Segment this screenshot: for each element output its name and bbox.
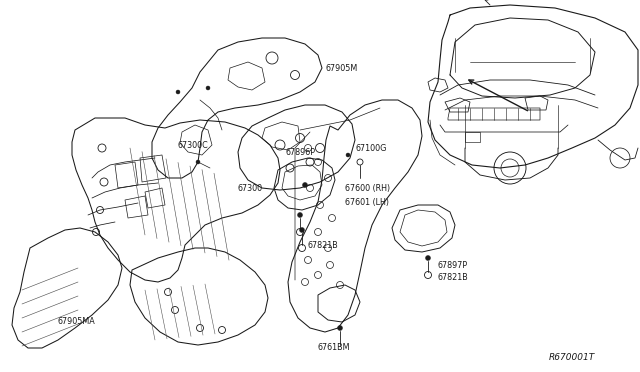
Ellipse shape	[337, 326, 342, 330]
Text: 67300C: 67300C	[178, 141, 209, 150]
Ellipse shape	[346, 153, 350, 157]
Text: 67905MA: 67905MA	[58, 317, 96, 327]
Text: 67100G: 67100G	[355, 144, 387, 153]
Text: 67821B: 67821B	[308, 241, 339, 250]
Text: 67821B: 67821B	[438, 273, 468, 282]
Ellipse shape	[206, 86, 210, 90]
Text: R670001T: R670001T	[548, 353, 595, 362]
Text: 67601 (LH): 67601 (LH)	[345, 198, 389, 206]
Ellipse shape	[303, 183, 307, 187]
Ellipse shape	[298, 212, 303, 218]
Text: 67897P: 67897P	[438, 260, 468, 269]
Text: 67896P: 67896P	[285, 148, 315, 157]
Ellipse shape	[176, 90, 180, 94]
Text: 6761BM: 6761BM	[318, 343, 351, 353]
Text: 67600 (RH): 67600 (RH)	[345, 183, 390, 192]
Ellipse shape	[196, 160, 200, 164]
Text: 67300: 67300	[238, 183, 263, 192]
Text: 67905M: 67905M	[325, 64, 357, 73]
Ellipse shape	[300, 228, 305, 232]
Ellipse shape	[426, 256, 431, 260]
